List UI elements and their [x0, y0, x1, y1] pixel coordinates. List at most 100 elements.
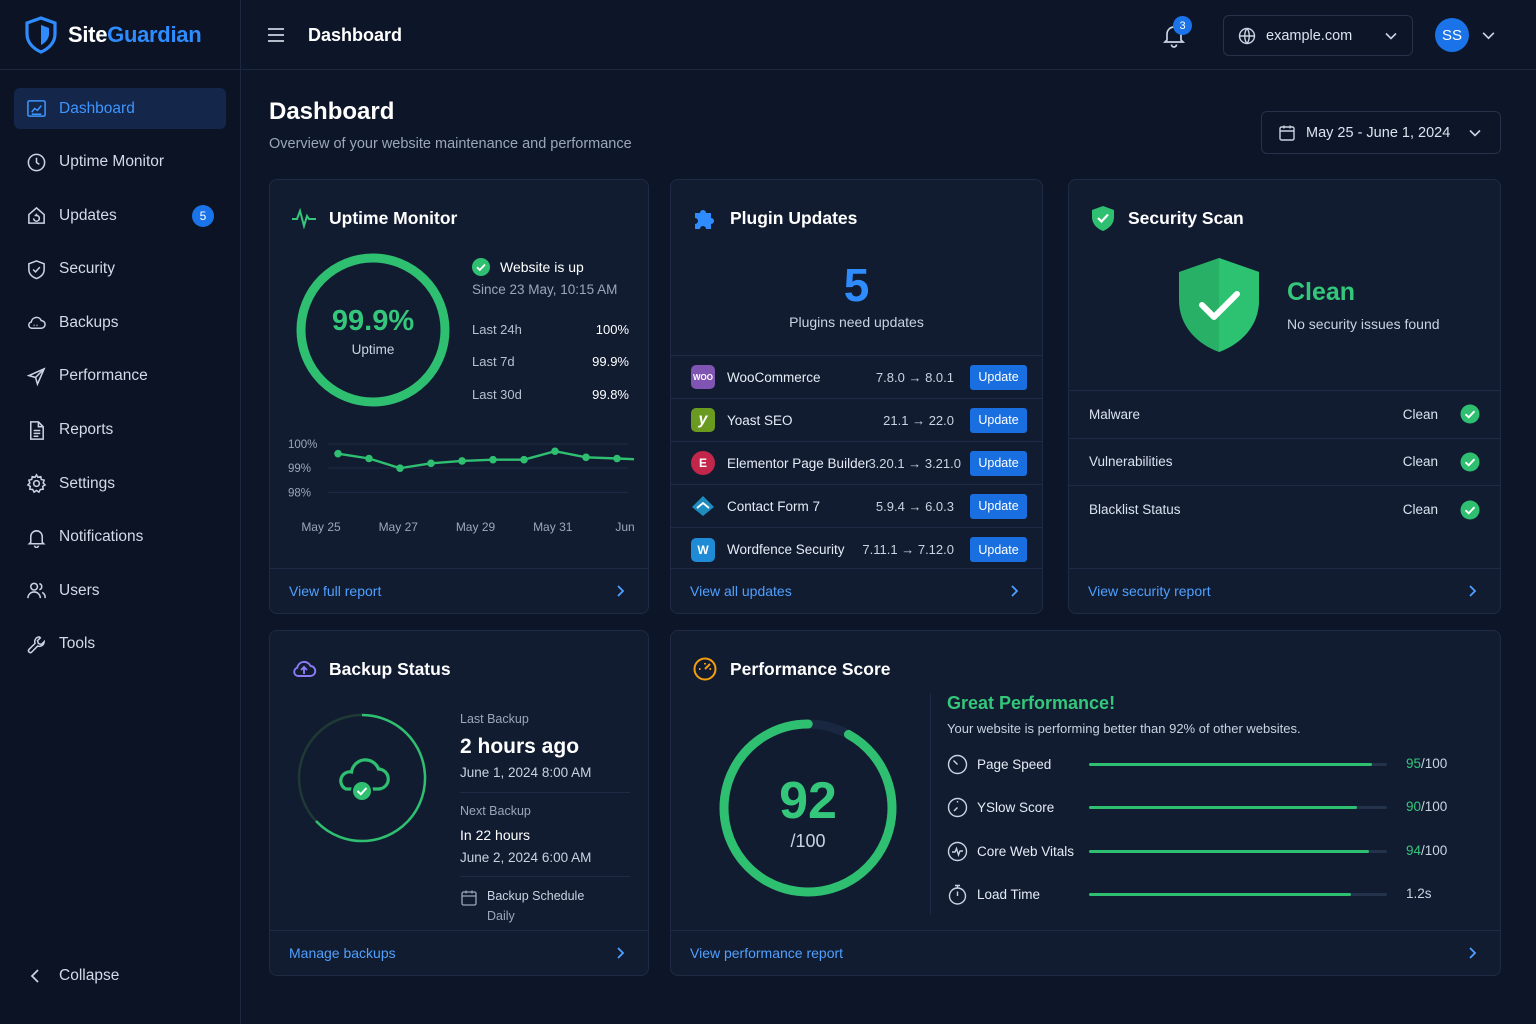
security-check-label: Blacklist Status	[1089, 502, 1181, 518]
site-selector[interactable]: example.com	[1223, 15, 1413, 56]
user-avatar[interactable]: SS	[1435, 18, 1469, 52]
update-button[interactable]: Update	[970, 407, 1027, 433]
chart-y-tick-label: 99%	[288, 463, 311, 475]
uptime-data-point[interactable]	[613, 454, 621, 463]
users-icon	[27, 582, 46, 599]
updates-count-badge: 5	[192, 204, 214, 227]
security-check-value: Clean	[1402, 454, 1438, 470]
view-all-updates-link[interactable]: View all updates	[671, 568, 1042, 613]
wrench-icon	[27, 636, 45, 654]
update-button[interactable]: Update	[970, 364, 1027, 390]
perf-metric-value: 1.2s	[1406, 886, 1432, 901]
chevron-down-icon	[1469, 129, 1481, 137]
sidebar-item-label: Reports	[59, 421, 114, 439]
sidebar-item-backups[interactable]: Backups	[14, 302, 226, 343]
chevron-down-icon[interactable]	[1481, 28, 1496, 43]
sidebar-item-dashboard[interactable]: Dashboard	[14, 88, 226, 129]
cloud-icon	[28, 317, 46, 330]
collapse-label: Collapse	[59, 967, 120, 984]
uptime-data-point[interactable]	[489, 455, 497, 464]
uptime-stat-label: Last 24h	[472, 322, 522, 337]
plugin-version-to: 3.21.0	[924, 455, 961, 471]
hamburger-menu-icon[interactable]	[265, 24, 287, 46]
wordfence-icon: W	[691, 537, 715, 562]
perf-metric-bar	[1089, 806, 1387, 809]
sidebar-item-tools[interactable]: Tools	[14, 624, 226, 665]
uptime-data-point[interactable]	[520, 455, 528, 464]
plugin-name: Elementor Page Builder	[727, 455, 870, 471]
check-circle-icon	[1460, 452, 1480, 472]
uptime-data-point[interactable]	[365, 454, 373, 463]
collapse-sidebar-button[interactable]: Collapse	[26, 966, 119, 986]
security-check-label: Malware	[1089, 406, 1141, 422]
sidebar-item-notifications[interactable]: Notifications	[14, 517, 226, 558]
brand[interactable]: SiteGuardian	[0, 0, 240, 70]
sidebar-item-updates[interactable]: Updates 5	[14, 195, 226, 236]
elementor-icon: E	[691, 451, 715, 475]
view-security-report-link[interactable]: View security report	[1069, 568, 1500, 613]
sidebar-item-uptime-monitor[interactable]: Uptime Monitor	[14, 142, 226, 183]
performance-score-ring	[719, 719, 897, 897]
chevron-right-icon	[1011, 585, 1019, 597]
sidebar-item-label: Users	[59, 581, 100, 599]
dashboard-icon	[27, 100, 46, 117]
date-range-picker[interactable]: May 25 - June 1, 2024	[1261, 111, 1501, 154]
sidebar-item-security[interactable]: Security	[14, 249, 226, 290]
card-title: Security Scan	[1128, 207, 1244, 228]
security-status-sub: No security issues found	[1287, 316, 1440, 332]
uptime-data-point[interactable]	[582, 453, 590, 462]
chevron-right-icon	[617, 947, 625, 959]
plugin-version-to: 8.0.1	[925, 369, 954, 385]
contact-form-icon	[692, 496, 714, 516]
perf-metric-den: /100	[1421, 843, 1448, 858]
clock-icon	[27, 153, 46, 171]
sidebar: SiteGuardian Dashboard Uptime Monitor Up…	[0, 0, 241, 1024]
divider	[460, 792, 630, 793]
speedometer-icon	[693, 657, 717, 681]
security-check-value: Clean	[1402, 502, 1438, 518]
update-button[interactable]: Update	[970, 493, 1027, 519]
manage-backups-link[interactable]: Manage backups	[270, 930, 648, 975]
sidebar-item-settings[interactable]: Settings	[14, 463, 226, 504]
shield-check-icon	[28, 259, 45, 280]
footer-link-label: View all updates	[690, 583, 792, 599]
uptime-data-point[interactable]	[551, 447, 559, 456]
woo-icon: WOO	[691, 365, 715, 389]
security-check-row: Vulnerabilities Clean	[1069, 439, 1500, 486]
update-button[interactable]: Update	[970, 537, 1027, 562]
sidebar-item-label: Uptime Monitor	[59, 153, 165, 171]
plugin-version-to: 22.0	[928, 412, 954, 428]
gear-icon	[26, 473, 47, 494]
cloud-check-icon	[339, 758, 390, 802]
perf-metric-bar-fill	[1089, 893, 1352, 896]
sidebar-item-users[interactable]: Users	[14, 570, 226, 611]
perf-metric-bar-fill	[1089, 850, 1370, 853]
sidebar-item-reports[interactable]: Reports	[14, 410, 226, 451]
sidebar-item-performance[interactable]: Performance	[14, 356, 226, 397]
divider	[930, 693, 931, 915]
plugin-name: Yoast SEO	[727, 412, 793, 428]
chart-x-tick-label: May 25	[301, 520, 341, 534]
card-title: Performance Score	[730, 658, 891, 679]
view-full-report-link[interactable]: View full report	[270, 568, 648, 613]
plugin-updates-card: Plugin Updates 5 Plugins need updates WO…	[670, 179, 1043, 614]
perf-metric-bar-fill	[1089, 763, 1373, 766]
uptime-stat-value: 99.9%	[592, 354, 629, 369]
card-title: Backup Status	[329, 658, 451, 679]
notification-count-badge: 3	[1173, 16, 1192, 35]
backup-status-card: Backup Status Last Backup 2 hours ago Ju…	[269, 630, 649, 976]
shield-check-icon	[1092, 206, 1114, 231]
uptime-data-point[interactable]	[396, 464, 404, 472]
backup-progress-ring	[297, 713, 427, 843]
plugin-version-from: 3.20.1	[868, 455, 905, 471]
uptime-data-point[interactable]	[458, 457, 466, 465]
perf-metric-bar	[1089, 763, 1387, 766]
plugin-version: 7.8.0 → 8.0.1	[875, 369, 954, 385]
chevron-right-icon	[1469, 947, 1477, 959]
uptime-data-point[interactable]	[334, 449, 342, 458]
update-button[interactable]: Update	[970, 450, 1027, 476]
uptime-data-point[interactable]	[427, 459, 435, 468]
uptime-series-line	[337, 450, 634, 470]
view-performance-report-link[interactable]: View performance report	[671, 930, 1500, 975]
sidebar-item-label: Dashboard	[59, 99, 135, 117]
